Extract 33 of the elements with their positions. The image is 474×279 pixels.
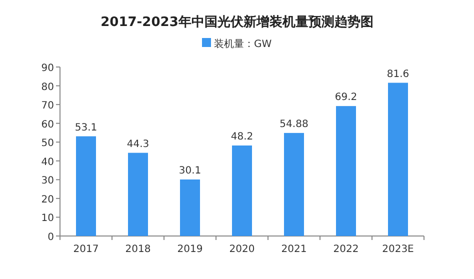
x-tick-label: 2020 (229, 244, 255, 255)
y-tick-label: 30 (41, 176, 54, 187)
y-tick-label: 60 (41, 119, 54, 130)
y-tick-label: 80 (41, 82, 54, 93)
chart-title: 2017-2023年中国光伏新增装机量预测趋势图 (100, 14, 374, 30)
bar (180, 179, 200, 236)
x-tick-label: 2023E (382, 244, 414, 255)
bar (388, 82, 408, 236)
data-label: 54.88 (280, 118, 308, 130)
bar (336, 106, 356, 236)
data-label: 30.1 (178, 165, 202, 176)
y-tick-label: 40 (41, 156, 54, 168)
x-tick-label: 2019 (177, 244, 203, 255)
x-tick-label: 2018 (125, 244, 151, 255)
y-tick-label: 50 (41, 138, 54, 150)
data-label: 81.6 (386, 68, 410, 80)
bar (76, 136, 96, 236)
data-label: 48.2 (230, 131, 254, 142)
legend-label: 装机量：GW (214, 38, 272, 50)
bar (284, 132, 304, 236)
y-tick-label: 20 (41, 194, 54, 206)
x-tick-label: 2022 (333, 244, 359, 255)
y-tick-label: 10 (41, 213, 54, 224)
y-tick-label: 70 (41, 100, 54, 112)
data-label: 53.1 (74, 122, 98, 134)
data-label: 44.3 (126, 138, 150, 150)
bar (128, 152, 148, 236)
data-label: 69.2 (334, 92, 358, 104)
bar (232, 145, 252, 236)
y-tick-label: 0 (48, 232, 54, 243)
y-tick-label: 90 (41, 63, 54, 74)
x-tick-label: 2017 (73, 244, 99, 255)
x-tick-label: 2021 (281, 244, 307, 255)
